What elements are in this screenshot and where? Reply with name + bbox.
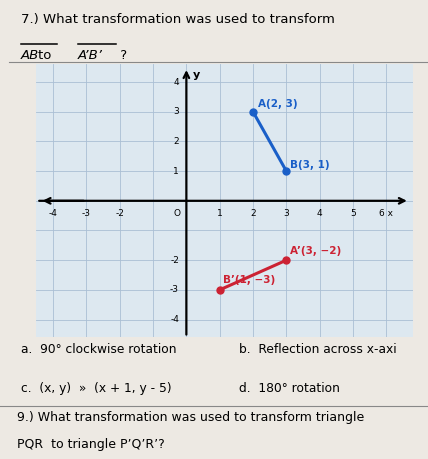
Text: 7.) What transformation was used to transform: 7.) What transformation was used to tran… xyxy=(21,13,335,26)
Text: 1: 1 xyxy=(173,167,179,176)
Text: c.  (x, y)  »  (x + 1, y - 5): c. (x, y) » (x + 1, y - 5) xyxy=(21,382,172,395)
Text: 9.) What transformation was used to transform triangle: 9.) What transformation was used to tran… xyxy=(17,411,364,424)
Text: d.  180° rotation: d. 180° rotation xyxy=(239,382,340,395)
Text: y: y xyxy=(192,70,199,79)
Text: AB: AB xyxy=(21,49,39,62)
Text: -3: -3 xyxy=(82,209,91,218)
Text: -2: -2 xyxy=(115,209,124,218)
Text: 3: 3 xyxy=(283,209,289,218)
Text: A’B’: A’B’ xyxy=(78,49,103,62)
Text: B(3, 1): B(3, 1) xyxy=(290,160,329,170)
Text: ?: ? xyxy=(116,49,127,62)
Text: PQR  to triangle P’Q’R’?: PQR to triangle P’Q’R’? xyxy=(17,438,165,451)
Text: 1: 1 xyxy=(217,209,223,218)
Text: 2: 2 xyxy=(250,209,256,218)
Text: to: to xyxy=(21,49,60,62)
Text: -4: -4 xyxy=(49,209,57,218)
Text: 4: 4 xyxy=(173,78,179,87)
Text: 2: 2 xyxy=(173,137,179,146)
Text: -3: -3 xyxy=(170,285,179,294)
Text: 6 x: 6 x xyxy=(379,209,393,218)
Text: B’(1, −3): B’(1, −3) xyxy=(223,274,275,285)
Text: A(2, 3): A(2, 3) xyxy=(258,99,297,109)
Text: -4: -4 xyxy=(170,315,179,324)
Text: 3: 3 xyxy=(173,107,179,116)
Text: a.  90° clockwise rotation: a. 90° clockwise rotation xyxy=(21,343,177,356)
Text: -2: -2 xyxy=(170,256,179,265)
Text: 4: 4 xyxy=(317,209,323,218)
Text: O: O xyxy=(173,209,180,218)
Text: b.  Reflection across x-axi: b. Reflection across x-axi xyxy=(239,343,397,356)
Text: 5: 5 xyxy=(350,209,356,218)
Text: A’(3, −2): A’(3, −2) xyxy=(290,246,341,256)
